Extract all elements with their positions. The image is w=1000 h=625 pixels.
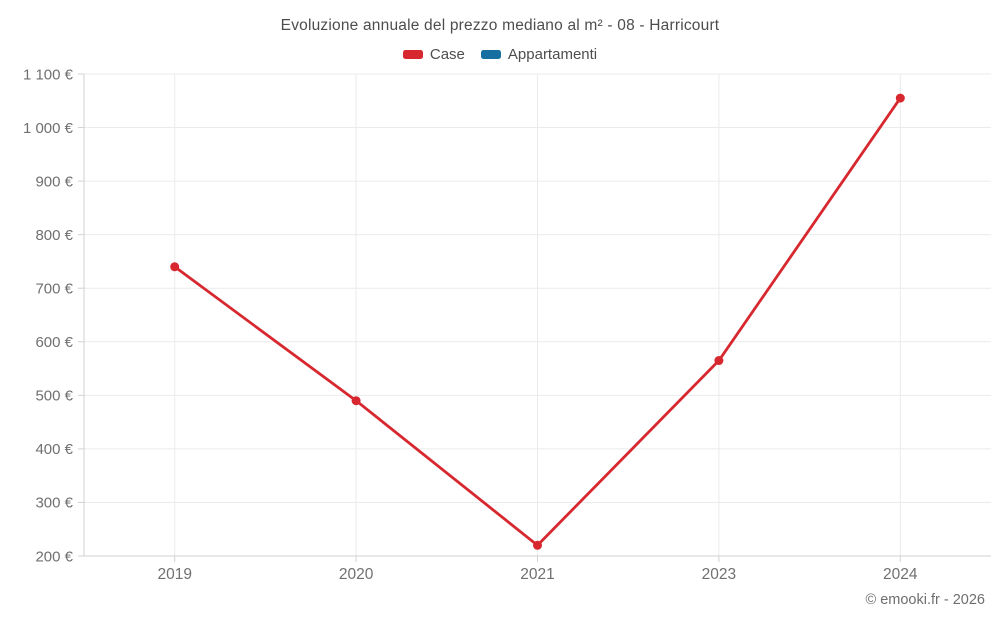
y-tick-label: 1 100 € <box>23 66 74 83</box>
x-tick-label: 2023 <box>702 566 736 583</box>
appartamenti-legend-swatch-icon <box>480 50 501 59</box>
legend-item-appartamenti[interactable]: Appartamenti <box>480 46 598 63</box>
case-data-point[interactable] <box>170 262 180 272</box>
x-tick-label: 2019 <box>157 566 191 583</box>
y-tick-label: 600 € <box>35 334 73 351</box>
y-tick-label: 300 € <box>35 495 73 512</box>
y-tick-label: 200 € <box>35 548 73 565</box>
case-data-point[interactable] <box>895 93 905 103</box>
case-data-point[interactable] <box>714 356 724 366</box>
case-legend-label: Case <box>429 46 465 63</box>
copyright-watermark: © emooki.fr - 2026 <box>865 592 985 608</box>
y-tick-label: 700 € <box>35 280 73 297</box>
case-data-point[interactable] <box>351 396 361 406</box>
y-tick-label: 1 000 € <box>23 120 74 137</box>
legend-item-case[interactable]: Case <box>402 46 465 63</box>
y-tick-label: 500 € <box>35 388 73 405</box>
x-tick-label: 2021 <box>520 566 554 583</box>
case-legend-swatch-icon <box>402 50 423 59</box>
appartamenti-legend-label: Appartamenti <box>507 46 598 63</box>
case-data-point[interactable] <box>533 540 542 550</box>
y-tick-label: 900 € <box>35 173 73 190</box>
chart-title: Evoluzione annuale del prezzo mediano al… <box>280 17 720 34</box>
y-tick-label: 400 € <box>35 441 73 458</box>
y-tick-label: 800 € <box>35 227 73 244</box>
x-tick-label: 2020 <box>339 566 374 583</box>
chart-legend: Case Appartamenti <box>0 46 1000 63</box>
x-tick-label: 2024 <box>883 566 918 583</box>
